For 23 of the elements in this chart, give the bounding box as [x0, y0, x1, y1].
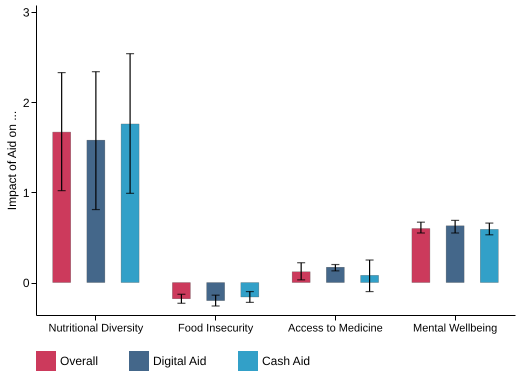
x-tick-label: Mental Wellbeing: [413, 322, 498, 334]
bar: [120, 124, 140, 283]
bar: [240, 282, 259, 298]
legend-label: Cash Aid: [262, 354, 310, 368]
bar: [326, 267, 345, 283]
bar: [412, 228, 430, 283]
y-tick-label: 2: [22, 96, 30, 110]
bar: [52, 132, 71, 283]
bar: [86, 140, 106, 283]
bar: [480, 229, 498, 283]
bar: [172, 282, 191, 299]
x-tick-label: Food Insecurity: [178, 322, 254, 334]
y-tick-label: 3: [22, 6, 30, 20]
y-axis-title: Impact of Aid on ...: [4, 110, 19, 210]
legend-label: Overall: [60, 354, 98, 368]
y-tick-label: 1: [22, 186, 30, 200]
x-tick-label: Access to Medicine: [288, 322, 383, 334]
bar: [206, 282, 225, 301]
bar: [446, 226, 464, 283]
bar: [360, 275, 379, 283]
x-tick-label: Nutritional Diversity: [48, 322, 144, 334]
y-tick-label: 0: [22, 276, 30, 290]
legend-label: Digital Aid: [153, 354, 206, 368]
